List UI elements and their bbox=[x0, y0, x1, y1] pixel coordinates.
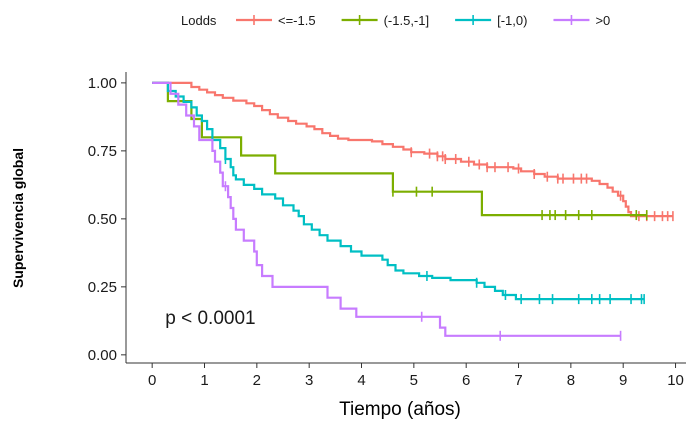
y-axis-title: Supervivencia global bbox=[10, 148, 26, 288]
series-1 bbox=[152, 81, 648, 221]
y-tick-label: 0.25 bbox=[88, 279, 117, 296]
legend-title: Lodds bbox=[181, 13, 217, 28]
legend-items: <=-1.5 (-1.5,-1] [-1,0) >0 bbox=[236, 13, 610, 28]
y-tick-label: 0.00 bbox=[88, 347, 117, 364]
x-tick-label: 8 bbox=[567, 372, 575, 389]
x-axis-title: Tiempo (años) bbox=[339, 399, 461, 420]
legend-label: (-1.5,-1] bbox=[384, 13, 430, 28]
survival-curve bbox=[152, 81, 647, 217]
x-tick-label: 5 bbox=[410, 372, 418, 389]
legend: Lodds <=-1.5 (-1.5,-1] [-1,0) >0 bbox=[181, 13, 610, 28]
x-tick-label: 0 bbox=[148, 372, 156, 389]
legend-label: [-1,0) bbox=[497, 13, 527, 28]
legend-item: <=-1.5 bbox=[236, 13, 316, 28]
legend-label: <=-1.5 bbox=[278, 13, 316, 28]
legend-item: [-1,0) bbox=[455, 13, 527, 28]
x-tick-label: 6 bbox=[462, 372, 470, 389]
legend-label: >0 bbox=[595, 13, 610, 28]
y-tick-label: 0.50 bbox=[88, 211, 117, 228]
series-2 bbox=[152, 81, 645, 305]
x-axis-ticks: 0 1 2 3 4 5 6 7 8 9 10 bbox=[148, 363, 684, 389]
legend-item: >0 bbox=[553, 13, 610, 28]
y-tick-label: 1.00 bbox=[88, 75, 117, 92]
x-tick-label: 3 bbox=[305, 372, 313, 389]
series-0 bbox=[152, 81, 674, 222]
legend-item: (-1.5,-1] bbox=[341, 13, 430, 28]
x-tick-label: 4 bbox=[357, 372, 365, 389]
x-tick-label: 1 bbox=[200, 372, 208, 389]
survival-curve bbox=[152, 81, 645, 301]
x-tick-label: 10 bbox=[667, 372, 684, 389]
x-tick-label: 2 bbox=[253, 372, 261, 389]
survival-curve bbox=[152, 81, 621, 337]
p-value-annotation: p < 0.0001 bbox=[165, 308, 255, 329]
x-tick-label: 7 bbox=[514, 372, 522, 389]
series-layer bbox=[152, 81, 674, 341]
y-axis-ticks: 0.00 0.25 0.50 0.75 1.00 bbox=[88, 75, 126, 364]
survival-curve bbox=[152, 81, 673, 218]
plot-area: p < 0.0001 0 1 2 3 4 5 6 7 8 9 10 0.00 0.25 0.50 0.75… bbox=[88, 72, 686, 389]
y-tick-label: 0.75 bbox=[88, 143, 117, 160]
x-tick-label: 9 bbox=[619, 372, 627, 389]
series-3 bbox=[152, 81, 622, 341]
